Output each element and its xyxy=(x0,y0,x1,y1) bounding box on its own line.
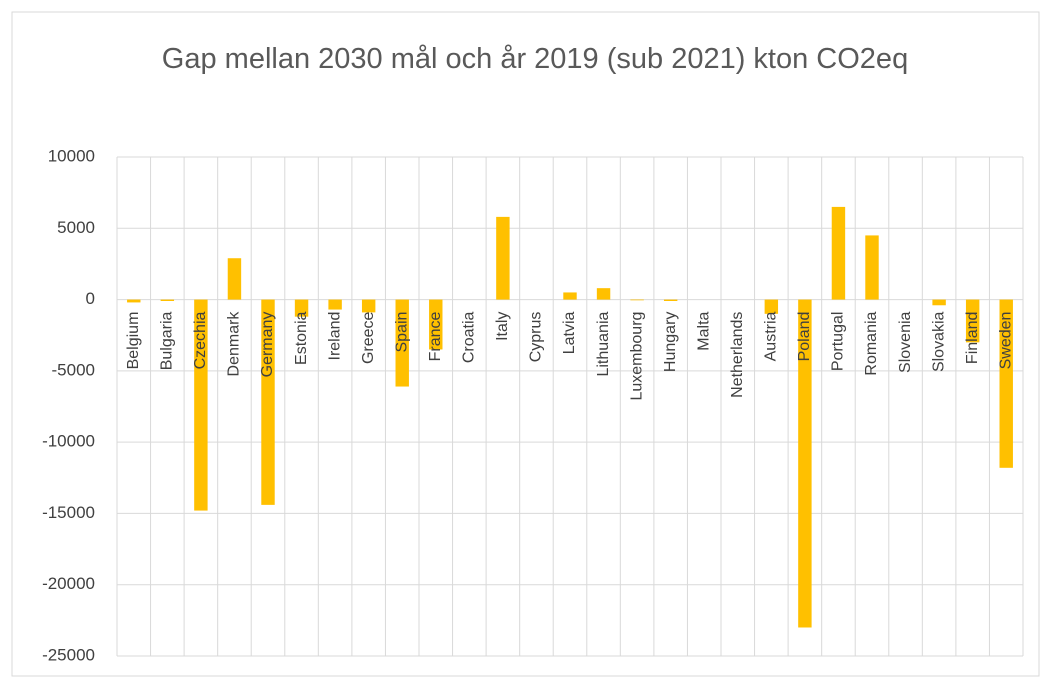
x-tick-label: Finland xyxy=(964,312,981,364)
bar xyxy=(294,299,309,317)
x-tick-label: France xyxy=(427,311,444,361)
x-tick-label: Italy xyxy=(494,312,511,341)
bar xyxy=(496,216,510,300)
bar xyxy=(127,299,141,303)
bar xyxy=(328,299,342,310)
bar xyxy=(932,299,946,306)
x-tick-label: Slovenia xyxy=(897,311,914,372)
bar xyxy=(361,299,376,313)
y-tick-label: -5000 xyxy=(52,360,95,379)
bar xyxy=(965,299,980,343)
x-tick-label: Latvia xyxy=(561,311,578,354)
bar xyxy=(764,299,779,314)
x-tick-label: Malta xyxy=(695,311,712,350)
bar xyxy=(160,299,175,301)
y-tick-label: -20000 xyxy=(42,574,95,593)
x-tick-label: Bulgaria xyxy=(159,311,176,370)
x-tick-label: Belgium xyxy=(125,312,142,370)
y-tick-label: 5000 xyxy=(57,218,95,237)
bar xyxy=(194,299,208,511)
x-tick-label: Slovakia xyxy=(930,311,947,372)
x-tick-label: Austria xyxy=(763,311,780,361)
x-tick-label: Denmark xyxy=(226,311,243,377)
x-tick-label: Ireland xyxy=(326,312,343,361)
bar xyxy=(831,206,846,300)
bar xyxy=(227,258,242,300)
bar xyxy=(663,299,678,301)
y-tick-label: -25000 xyxy=(42,645,95,664)
x-tick-label: Lithuania xyxy=(595,311,612,376)
bar xyxy=(261,299,275,505)
bar xyxy=(630,299,644,301)
y-tick-label: -15000 xyxy=(42,503,95,522)
x-tick-label: Luxembourg xyxy=(628,312,645,401)
x-tick-label: Greece xyxy=(360,311,377,364)
bar xyxy=(999,299,1013,468)
x-tick-label: Netherlands xyxy=(729,312,746,398)
x-tick-label: Spain xyxy=(393,312,410,353)
x-tick-label: Romania xyxy=(863,311,880,375)
bar xyxy=(563,292,577,300)
y-tick-label: -10000 xyxy=(42,432,95,451)
bar xyxy=(865,235,879,300)
x-tick-label: Cyprus xyxy=(528,312,545,363)
bar xyxy=(596,288,611,300)
x-tick-label: Germany xyxy=(259,312,276,378)
y-tick-label: 10000 xyxy=(48,146,95,165)
x-tick-label: Croatia xyxy=(461,311,478,363)
bar xyxy=(395,299,409,387)
x-tick-label: Sweden xyxy=(997,312,1014,370)
x-tick-label: Czechia xyxy=(192,311,209,369)
chart-title: Gap mellan 2030 mål och år 2019 (sub 202… xyxy=(161,43,909,75)
x-tick-label: Poland xyxy=(796,312,813,362)
bar xyxy=(798,299,812,628)
bar xyxy=(429,299,443,350)
chart-border xyxy=(11,11,1040,677)
x-tick-label: Hungary xyxy=(662,312,679,372)
x-tick-label: Estonia xyxy=(293,311,310,364)
x-tick-label: Portugal xyxy=(830,312,847,372)
y-tick-label: 0 xyxy=(86,289,95,308)
